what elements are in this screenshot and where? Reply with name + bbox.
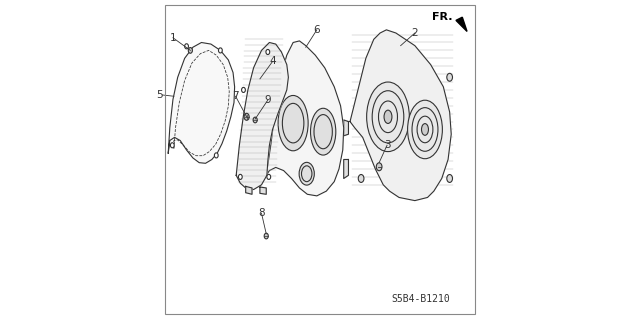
- Ellipse shape: [447, 73, 452, 81]
- Polygon shape: [456, 17, 467, 32]
- Ellipse shape: [170, 143, 174, 148]
- Ellipse shape: [185, 44, 188, 49]
- Polygon shape: [350, 30, 451, 201]
- Ellipse shape: [384, 110, 392, 123]
- Ellipse shape: [278, 95, 308, 151]
- Ellipse shape: [253, 117, 257, 123]
- Ellipse shape: [358, 174, 364, 182]
- Ellipse shape: [218, 48, 222, 53]
- Ellipse shape: [267, 174, 271, 179]
- Polygon shape: [266, 41, 344, 196]
- Polygon shape: [236, 42, 289, 189]
- Polygon shape: [344, 160, 348, 178]
- Text: 1: 1: [170, 33, 176, 43]
- Text: 9: 9: [264, 95, 271, 105]
- Ellipse shape: [244, 113, 249, 120]
- Polygon shape: [168, 42, 235, 163]
- Ellipse shape: [310, 108, 336, 155]
- Text: FR.: FR.: [432, 12, 453, 22]
- Text: 3: 3: [384, 140, 390, 150]
- Ellipse shape: [264, 233, 268, 239]
- Ellipse shape: [422, 123, 428, 135]
- Text: 2: 2: [412, 28, 418, 38]
- Text: 5: 5: [156, 90, 163, 100]
- Ellipse shape: [447, 174, 452, 182]
- Polygon shape: [344, 120, 348, 136]
- Text: 7: 7: [232, 91, 239, 101]
- Ellipse shape: [214, 153, 218, 158]
- Ellipse shape: [188, 48, 193, 53]
- Ellipse shape: [266, 49, 269, 55]
- Polygon shape: [260, 187, 266, 194]
- Ellipse shape: [376, 163, 382, 171]
- Ellipse shape: [239, 174, 242, 179]
- Ellipse shape: [408, 100, 442, 159]
- Text: 6: 6: [314, 25, 320, 35]
- Polygon shape: [246, 186, 252, 194]
- Text: 8: 8: [258, 208, 265, 218]
- Ellipse shape: [299, 162, 314, 185]
- Text: 4: 4: [269, 56, 276, 66]
- Ellipse shape: [367, 82, 410, 152]
- Ellipse shape: [241, 87, 245, 93]
- Text: S5B4-B1210: S5B4-B1210: [392, 293, 451, 304]
